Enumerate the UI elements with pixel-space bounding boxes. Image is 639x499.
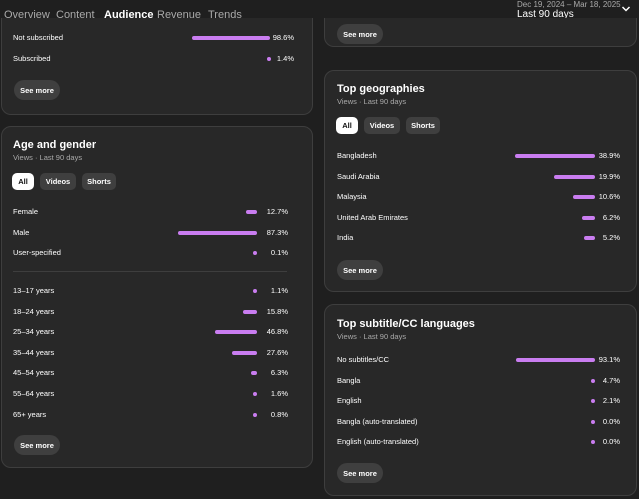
chip-all[interactable]: All bbox=[336, 117, 358, 134]
chip-shorts[interactable]: Shorts bbox=[82, 173, 116, 190]
percentage-bar bbox=[584, 236, 595, 241]
see-more-button[interactable]: See more bbox=[337, 24, 383, 44]
card-subtitle: Views · Last 90 days bbox=[337, 332, 407, 341]
percentage-bar bbox=[253, 392, 257, 396]
percentage-bar bbox=[251, 371, 257, 376]
age-gender-card: Age and gender Views · Last 90 days All … bbox=[1, 126, 313, 468]
list-item-value: 0.0% bbox=[602, 437, 620, 447]
list-item-label: Subscribed bbox=[13, 54, 51, 63]
card-subtitle: Views · Last 90 days bbox=[13, 153, 83, 162]
percentage-bar bbox=[591, 440, 595, 445]
top-geographies-card: Top geographies Views · Last 90 days All… bbox=[324, 70, 637, 292]
list-item-value: 10.6% bbox=[598, 192, 620, 202]
list-item-label: Bangla bbox=[337, 375, 361, 385]
percentage-bar bbox=[253, 251, 257, 255]
list-item-label: United Arab Emirates bbox=[337, 212, 408, 222]
see-more-button[interactable]: See more bbox=[14, 435, 60, 455]
list-item-label: User-specified bbox=[13, 248, 61, 257]
list-item-label: Male bbox=[13, 227, 30, 237]
list-item-label: Saudi Arabia bbox=[337, 171, 380, 181]
list-item-label: Bangladesh bbox=[337, 151, 377, 160]
list-item-label: English (auto-translated) bbox=[337, 437, 419, 447]
percentage-bar bbox=[253, 289, 257, 293]
date-range-text: Dec 19, 2024 – Mar 18, 2025 bbox=[517, 0, 621, 9]
percentage-bar bbox=[178, 230, 257, 235]
list-item-label: India bbox=[337, 233, 354, 243]
top-right-card: See more bbox=[324, 18, 637, 47]
list-item-value: 15.8% bbox=[266, 306, 288, 316]
percentage-bar bbox=[232, 350, 257, 355]
list-item-value: 6.2% bbox=[602, 212, 620, 222]
divider bbox=[13, 271, 287, 272]
list-item-label: 13–17 years bbox=[13, 286, 55, 295]
list-item-value: 0.1% bbox=[270, 248, 288, 257]
list-item-value: 0.0% bbox=[602, 416, 620, 426]
chevron-down-icon[interactable] bbox=[621, 4, 631, 14]
subtitle-languages-card: Top subtitle/CC languages Views · Last 9… bbox=[324, 304, 637, 496]
percentage-bar bbox=[573, 195, 595, 200]
percentage-bar bbox=[554, 174, 595, 179]
list-item-label: 45–54 years bbox=[13, 368, 55, 378]
percentage-bar bbox=[243, 309, 257, 314]
card-title: Top subtitle/CC languages bbox=[337, 318, 475, 330]
period-label: Last 90 days bbox=[517, 9, 574, 20]
list-item-label: English bbox=[337, 396, 362, 406]
list-item-value: 0.8% bbox=[270, 409, 288, 419]
list-item-label: 65+ years bbox=[13, 409, 47, 419]
card-title: Top geographies bbox=[337, 83, 425, 95]
see-more-button[interactable]: See more bbox=[337, 260, 383, 280]
list-item-value: 6.3% bbox=[270, 368, 288, 378]
list-item-value: 1.6% bbox=[270, 389, 288, 398]
list-item-value: 1.4% bbox=[276, 54, 294, 63]
see-more-button[interactable]: See more bbox=[14, 80, 60, 100]
list-item-value: 38.9% bbox=[598, 151, 620, 160]
percentage-bar bbox=[215, 330, 257, 335]
see-more-button[interactable]: See more bbox=[337, 463, 383, 483]
subscription-card: Not subscribed 98.6% Subscribed 1.4% See… bbox=[1, 18, 313, 115]
card-title: Age and gender bbox=[13, 139, 97, 151]
chip-shorts[interactable]: Shorts bbox=[406, 117, 440, 134]
list-item-value: 1.1% bbox=[270, 286, 288, 295]
list-item-label: Malaysia bbox=[337, 192, 367, 202]
list-item-value: 12.7% bbox=[266, 207, 288, 216]
percentage-bar bbox=[253, 412, 257, 417]
chip-all[interactable]: All bbox=[12, 173, 34, 190]
list-item-value: 5.2% bbox=[602, 233, 620, 243]
percentage-bar bbox=[591, 419, 595, 424]
percentage-bar bbox=[591, 399, 595, 404]
list-item-label: 18–24 years bbox=[13, 306, 55, 316]
percentage-bar bbox=[591, 378, 595, 383]
list-item-value: 46.8% bbox=[266, 327, 288, 337]
percentage-bar bbox=[192, 36, 270, 40]
percentage-bar bbox=[515, 154, 595, 158]
list-item-label: Female bbox=[13, 207, 39, 216]
percentage-bar bbox=[267, 57, 271, 61]
percentage-bar bbox=[516, 358, 595, 362]
list-item-label: Not subscribed bbox=[13, 33, 64, 42]
card-subtitle: Views · Last 90 days bbox=[337, 97, 407, 106]
list-item-value: 98.6% bbox=[272, 33, 294, 42]
list-item-value: 19.9% bbox=[598, 171, 620, 181]
list-item-label: 25–34 years bbox=[13, 327, 55, 337]
percentage-bar bbox=[582, 215, 595, 220]
list-item-value: 93.1% bbox=[598, 355, 620, 364]
list-item-value: 27.6% bbox=[266, 347, 288, 357]
percentage-bar bbox=[246, 210, 257, 214]
chip-videos[interactable]: Videos bbox=[364, 117, 400, 134]
list-item-value: 4.7% bbox=[602, 375, 620, 385]
list-item-label: 35–44 years bbox=[13, 347, 55, 357]
list-item-label: 55–64 years bbox=[13, 389, 55, 398]
list-item-value: 2.1% bbox=[602, 396, 620, 406]
list-item-value: 87.3% bbox=[266, 227, 288, 237]
list-item-label: Bangla (auto-translated) bbox=[337, 416, 418, 426]
list-item-label: No subtitles/CC bbox=[337, 355, 390, 364]
chip-videos[interactable]: Videos bbox=[40, 173, 76, 190]
